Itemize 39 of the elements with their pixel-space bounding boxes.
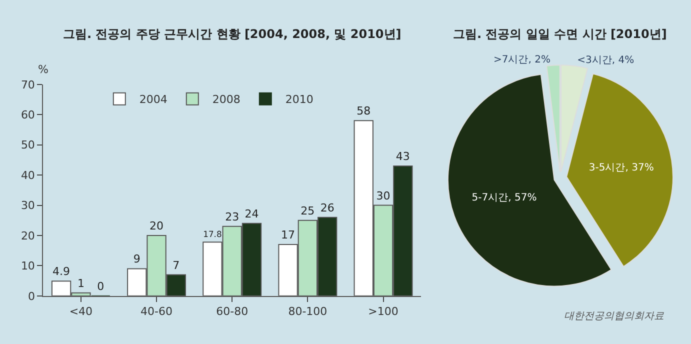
data-label: 4.9 <box>52 265 70 278</box>
data-label: 20 <box>150 219 164 232</box>
y-tick-label: 60 <box>20 108 35 122</box>
slice-label: <3시간, 4% <box>577 54 634 66</box>
chart-title: 그림. 전공의 주당 근무시간 현황 [2004, 2008, 및 2010년] <box>63 27 402 41</box>
data-label: 24 <box>244 207 259 220</box>
data-label: 23 <box>225 210 240 224</box>
x-tick-label: <40 <box>69 305 93 318</box>
data-label: 17.8 <box>203 228 222 239</box>
slice-label: 3-5시간, 37% <box>588 162 654 174</box>
data-label: 25 <box>300 204 315 218</box>
data-label: 30 <box>376 189 390 202</box>
data-label: 7 <box>172 258 180 272</box>
y-tick-label: 30 <box>20 199 35 212</box>
legend-label: 2008 <box>212 93 240 106</box>
data-label: 9 <box>133 252 140 266</box>
y-tick-label: 20 <box>20 229 35 242</box>
data-label: 17 <box>281 228 296 242</box>
data-label: 43 <box>396 150 410 163</box>
data-label: 26 <box>320 201 334 214</box>
y-tick-label: 40 <box>20 168 35 182</box>
y-tick-label: 50 <box>20 138 35 152</box>
x-tick-label: 80-100 <box>288 305 328 318</box>
y-tick-label: 10 <box>20 260 35 273</box>
x-tick-label: 40-60 <box>140 305 173 318</box>
chart-title: 그림. 전공의 일일 수면 시간 [2010년] <box>453 27 667 41</box>
legend-label: 2004 <box>139 93 168 106</box>
y-tick-label: 70 <box>20 78 35 92</box>
data-label: 1 <box>77 276 84 290</box>
data-label: 58 <box>356 104 371 118</box>
y-tick-label: 0 <box>28 290 35 303</box>
slice-label: 5-7시간, 57% <box>472 192 537 204</box>
y-axis-title: % <box>38 63 48 76</box>
text: 대한전공의협의회자료 <box>564 311 664 322</box>
data-label: 0 <box>97 280 104 293</box>
slice-label: >7시간, 2% <box>493 54 550 66</box>
x-tick-label: 60-80 <box>216 305 248 318</box>
legend-label: 2010 <box>285 93 314 106</box>
x-tick-label: >100 <box>368 305 398 318</box>
